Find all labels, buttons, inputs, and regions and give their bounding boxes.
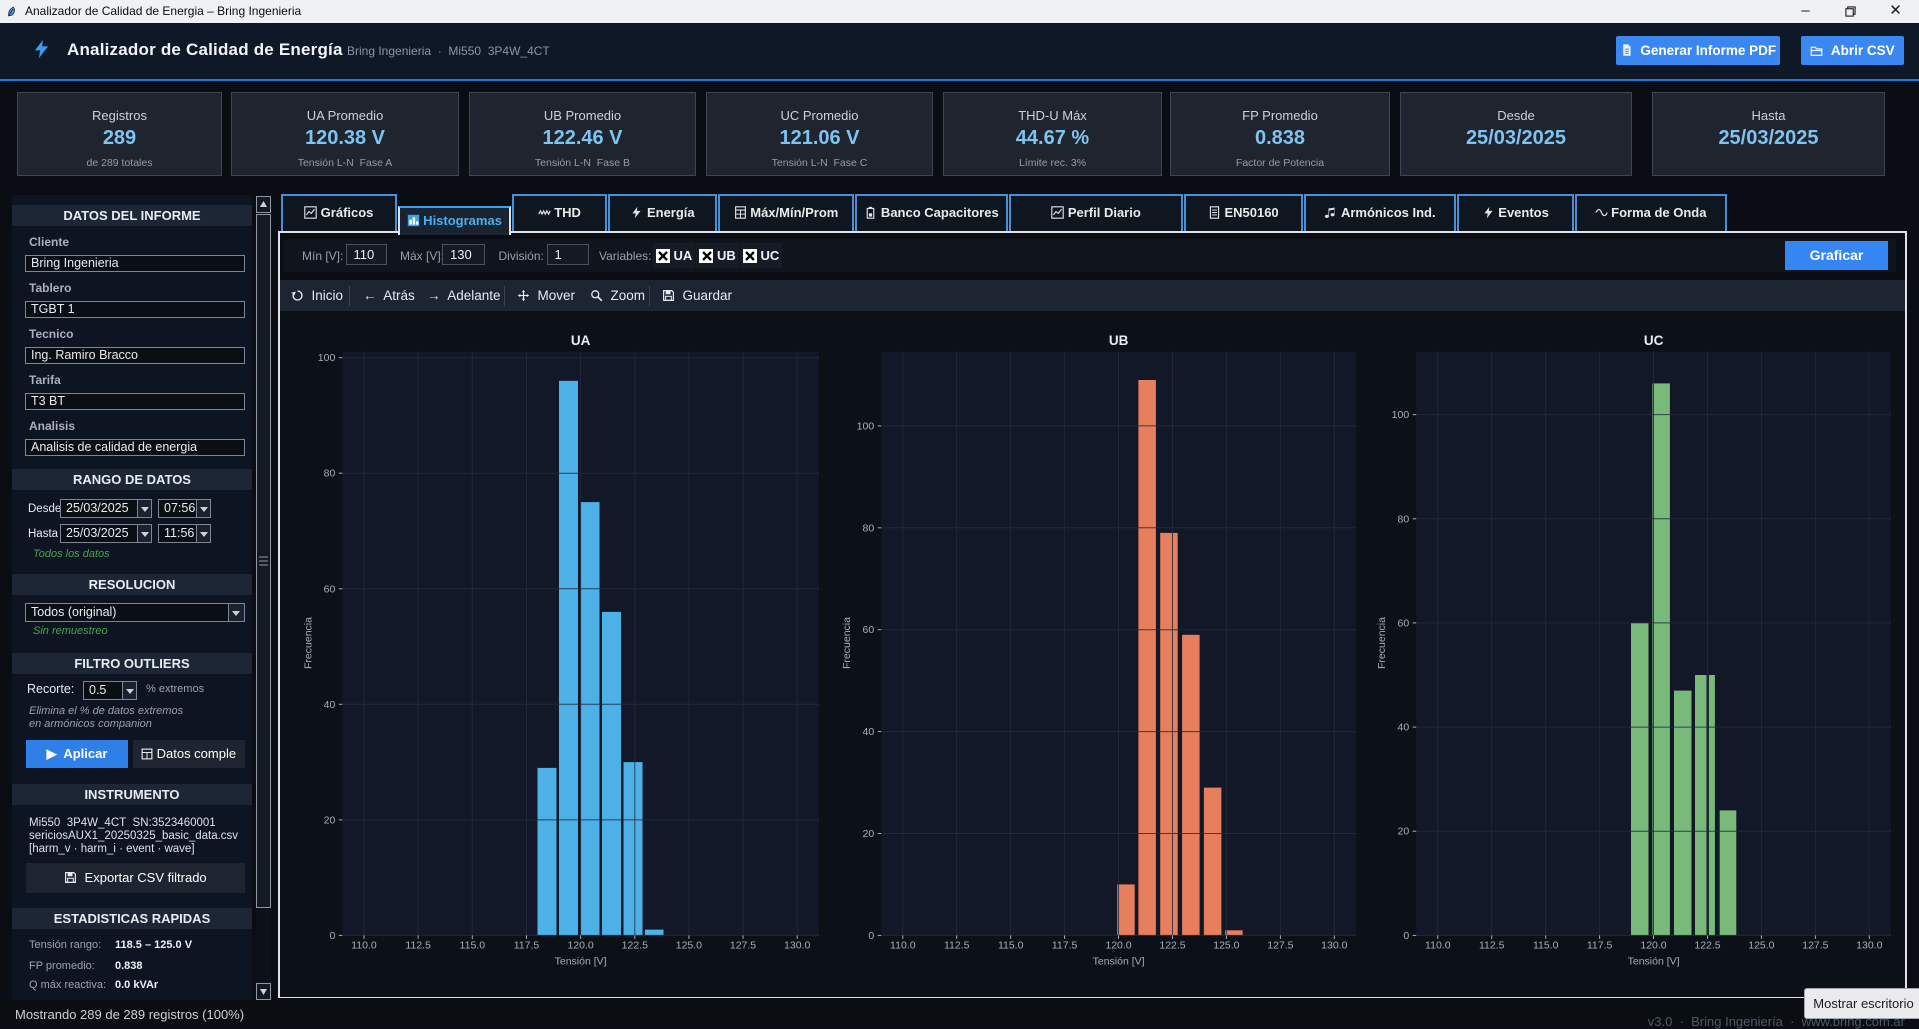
svg-text:Frecuencia: Frecuencia	[841, 617, 853, 669]
svg-text:20: 20	[324, 814, 336, 826]
svg-text:120.0: 120.0	[1105, 940, 1131, 952]
svg-text:40: 40	[324, 699, 336, 711]
svg-text:100: 100	[857, 420, 875, 432]
svg-text:125.0: 125.0	[1213, 940, 1239, 952]
svg-text:UC: UC	[1644, 333, 1664, 348]
svg-text:100: 100	[318, 352, 336, 364]
svg-text:117.5: 117.5	[514, 940, 540, 952]
svg-text:115.0: 115.0	[1533, 940, 1559, 952]
svg-text:117.5: 117.5	[1587, 940, 1613, 952]
svg-text:Frecuencia: Frecuencia	[302, 617, 314, 669]
svg-text:115.0: 115.0	[460, 940, 486, 952]
svg-text:112.5: 112.5	[1479, 940, 1505, 952]
svg-text:120.0: 120.0	[567, 940, 593, 952]
svg-text:60: 60	[863, 624, 875, 636]
svg-text:Tensión [V]: Tensión [V]	[1628, 956, 1680, 968]
svg-text:0: 0	[1403, 930, 1409, 942]
svg-text:130.0: 130.0	[784, 940, 810, 952]
svg-text:112.5: 112.5	[944, 940, 970, 952]
svg-text:0: 0	[868, 930, 874, 942]
svg-text:112.5: 112.5	[405, 940, 431, 952]
svg-text:130.0: 130.0	[1321, 940, 1347, 952]
svg-text:122.5: 122.5	[1694, 940, 1720, 952]
svg-text:110.0: 110.0	[1425, 940, 1451, 952]
svg-text:110.0: 110.0	[890, 940, 916, 952]
svg-text:20: 20	[863, 828, 875, 840]
svg-text:60: 60	[324, 583, 336, 595]
svg-text:125.0: 125.0	[1748, 940, 1774, 952]
svg-text:Tensión [V]: Tensión [V]	[1093, 956, 1145, 968]
svg-text:UB: UB	[1109, 333, 1129, 348]
svg-text:Tensión [V]: Tensión [V]	[555, 956, 607, 968]
svg-text:60: 60	[1398, 617, 1410, 629]
svg-text:117.5: 117.5	[1052, 940, 1078, 952]
svg-text:127.5: 127.5	[1267, 940, 1293, 952]
svg-text:125.0: 125.0	[676, 940, 702, 952]
svg-text:UA: UA	[571, 333, 591, 348]
svg-text:130.0: 130.0	[1856, 940, 1882, 952]
svg-text:40: 40	[863, 726, 875, 738]
svg-text:20: 20	[1398, 826, 1410, 838]
svg-text:80: 80	[324, 468, 336, 480]
svg-text:127.5: 127.5	[730, 940, 756, 952]
svg-text:122.5: 122.5	[622, 940, 648, 952]
svg-text:Frecuencia: Frecuencia	[1376, 617, 1388, 669]
svg-text:120.0: 120.0	[1640, 940, 1666, 952]
svg-text:100: 100	[1392, 409, 1410, 421]
svg-text:115.0: 115.0	[998, 940, 1024, 952]
svg-text:122.5: 122.5	[1159, 940, 1185, 952]
svg-text:110.0: 110.0	[351, 940, 377, 952]
svg-text:40: 40	[1398, 722, 1410, 734]
svg-text:80: 80	[863, 522, 875, 534]
svg-text:0: 0	[329, 930, 335, 942]
svg-text:80: 80	[1398, 513, 1410, 525]
svg-text:127.5: 127.5	[1802, 940, 1828, 952]
